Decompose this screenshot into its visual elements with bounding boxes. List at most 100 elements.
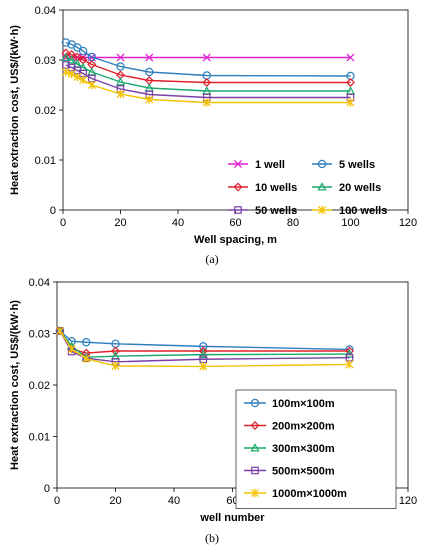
chart-panel-a: 0 20 40 60 80 100 120 0 0.01 0.02 0.03 0.04 Well spa… xyxy=(9,5,417,246)
legend-label: 500m×500m xyxy=(272,466,335,478)
data-point xyxy=(73,72,82,82)
data-point xyxy=(346,78,355,87)
x-tick-label: 40 xyxy=(168,495,180,507)
data-point xyxy=(61,48,71,58)
legend-marker xyxy=(250,488,260,498)
series-line xyxy=(59,330,350,358)
legend-marker xyxy=(233,182,243,192)
legend-label: 20 wells xyxy=(339,182,381,194)
data-point xyxy=(61,52,71,61)
legend-marker xyxy=(250,421,260,430)
data-point xyxy=(55,326,64,336)
data-point xyxy=(67,69,76,79)
y-tick-label: 0.04 xyxy=(29,277,50,289)
data-point xyxy=(345,360,354,369)
x-tick-label: 80 xyxy=(287,217,299,229)
legend-label: 50 wells xyxy=(255,205,297,217)
legend-marker xyxy=(317,182,327,191)
legend: 1 well 5 wells 10 wells 20 wells 50 wells 100… xyxy=(228,159,387,217)
y-tick-label: 0.01 xyxy=(35,155,56,167)
figure-caption: (b) xyxy=(205,531,219,545)
series-line xyxy=(65,52,351,84)
legend-label: 200m×200m xyxy=(272,421,335,433)
y-tick-label: 0 xyxy=(44,483,50,495)
x-tick-label: 60 xyxy=(226,495,238,507)
data-point xyxy=(78,46,88,56)
data-point xyxy=(202,98,211,107)
legend-marker xyxy=(251,466,259,475)
data-point xyxy=(79,53,88,62)
x-tick-label: 60 xyxy=(229,217,241,229)
x-tick-label: 40 xyxy=(172,217,184,229)
legend-label: 10 wells xyxy=(255,182,297,194)
legend-marker xyxy=(317,205,327,215)
figure-caption: (a) xyxy=(205,252,218,266)
data-point xyxy=(145,95,154,104)
plot-frame xyxy=(62,9,409,211)
x-tick-label: 0 xyxy=(54,495,60,507)
y-tick-label: 0.01 xyxy=(29,432,50,444)
x-tick-label: 120 xyxy=(399,217,417,229)
legend-label: 5 wells xyxy=(339,159,375,171)
data-point xyxy=(87,80,96,90)
data-point xyxy=(202,53,211,62)
series-4 xyxy=(55,326,354,371)
data-point xyxy=(67,50,77,59)
data-point xyxy=(67,55,77,64)
series-3 xyxy=(61,52,356,95)
series-2 xyxy=(61,48,355,87)
data-point xyxy=(61,67,70,77)
legend-marker xyxy=(317,159,327,169)
legend-label: 1 well xyxy=(255,159,285,171)
series-line xyxy=(59,330,350,368)
data-point xyxy=(344,349,355,358)
data-point xyxy=(145,67,154,77)
data-point xyxy=(346,53,355,62)
x-tick-label: 20 xyxy=(109,495,121,507)
series-line xyxy=(65,56,351,92)
data-point xyxy=(115,77,126,86)
series-line xyxy=(65,64,351,99)
y-tick-label: 0.03 xyxy=(29,329,50,341)
series-1 xyxy=(55,326,354,358)
x-axis-label: Well spacing, m xyxy=(194,234,277,246)
legend-label: 300m×300m xyxy=(272,443,335,455)
data-point xyxy=(67,344,76,354)
data-point xyxy=(202,78,212,87)
data-point xyxy=(116,62,125,71)
data-point xyxy=(346,98,355,107)
legend-box xyxy=(235,389,397,509)
data-point xyxy=(82,338,91,347)
y-tick-label: 0.03 xyxy=(35,55,56,67)
data-point xyxy=(198,349,208,359)
data-point xyxy=(111,346,120,356)
series-0 xyxy=(61,53,355,62)
legend-marker xyxy=(250,398,260,408)
x-tick-label: 120 xyxy=(399,495,417,507)
legend-marker xyxy=(234,206,242,214)
y-tick-label: 0.04 xyxy=(35,5,56,17)
series-line xyxy=(59,330,350,351)
data-point xyxy=(199,362,208,371)
series-5 xyxy=(61,67,355,107)
legend: 100m×100m 200m×200m 300m×300m 500m×500m 1000… xyxy=(235,389,397,509)
x-tick-label: 0 xyxy=(60,217,66,229)
x-tick-label: 100 xyxy=(341,217,359,229)
y-axis-label: Heat extraction cost, US$/(kW·h) xyxy=(9,25,21,195)
data-point xyxy=(116,53,125,62)
series-1 xyxy=(61,38,355,81)
series-4 xyxy=(62,61,355,102)
legend-label: 100 wells xyxy=(339,205,387,217)
y-tick-label: 0.02 xyxy=(35,105,56,117)
y-tick-label: 0 xyxy=(50,205,56,217)
data-point xyxy=(82,354,91,363)
data-point xyxy=(61,38,71,47)
y-tick-label: 0.02 xyxy=(29,380,50,392)
series-line xyxy=(65,41,351,77)
legend-marker xyxy=(250,443,260,452)
data-point xyxy=(111,361,120,371)
y-axis-label: Heat extraction cost, US$/(kW·h) xyxy=(9,300,21,470)
x-axis-label: well number xyxy=(199,512,265,524)
